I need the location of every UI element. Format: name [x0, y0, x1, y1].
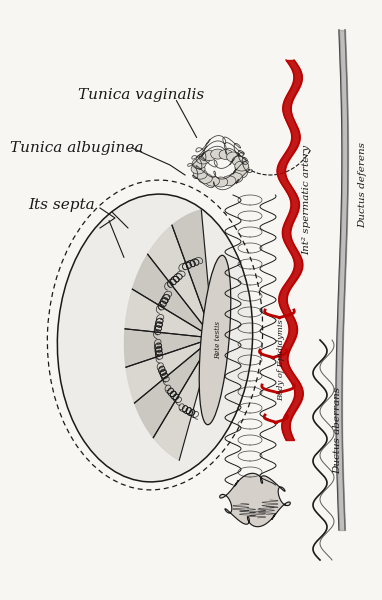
Polygon shape: [134, 338, 213, 437]
Text: Its septa: Its septa: [28, 198, 95, 212]
Ellipse shape: [192, 158, 206, 169]
Ellipse shape: [229, 173, 243, 183]
Ellipse shape: [227, 152, 241, 162]
Text: Ductus deferens: Ductus deferens: [358, 142, 367, 228]
Text: Body of Epididymis: Body of Epididymis: [277, 319, 285, 401]
Polygon shape: [172, 210, 213, 338]
Ellipse shape: [57, 194, 253, 482]
Polygon shape: [125, 289, 213, 338]
Ellipse shape: [191, 164, 205, 174]
Ellipse shape: [222, 176, 236, 186]
Text: Ductus aberrans: Ductus aberrans: [333, 386, 342, 473]
Polygon shape: [153, 338, 213, 460]
Ellipse shape: [203, 151, 217, 161]
Ellipse shape: [235, 161, 249, 171]
Ellipse shape: [235, 163, 249, 173]
Text: Int² spermatic artery: Int² spermatic artery: [302, 145, 311, 255]
Ellipse shape: [206, 176, 220, 186]
Text: Tunica vaginalis: Tunica vaginalis: [78, 88, 204, 102]
Ellipse shape: [233, 168, 248, 178]
Polygon shape: [125, 329, 213, 367]
Ellipse shape: [193, 169, 207, 179]
Ellipse shape: [196, 154, 210, 164]
Text: Rete testis: Rete testis: [214, 321, 222, 359]
Text: Tunica albuginea: Tunica albuginea: [10, 141, 144, 155]
Ellipse shape: [214, 177, 228, 187]
Ellipse shape: [232, 156, 246, 166]
Ellipse shape: [199, 256, 231, 425]
Ellipse shape: [198, 173, 212, 184]
Polygon shape: [126, 338, 213, 403]
Polygon shape: [220, 473, 290, 527]
Polygon shape: [148, 225, 213, 338]
Ellipse shape: [211, 149, 225, 159]
Polygon shape: [133, 254, 213, 338]
Ellipse shape: [219, 149, 233, 160]
